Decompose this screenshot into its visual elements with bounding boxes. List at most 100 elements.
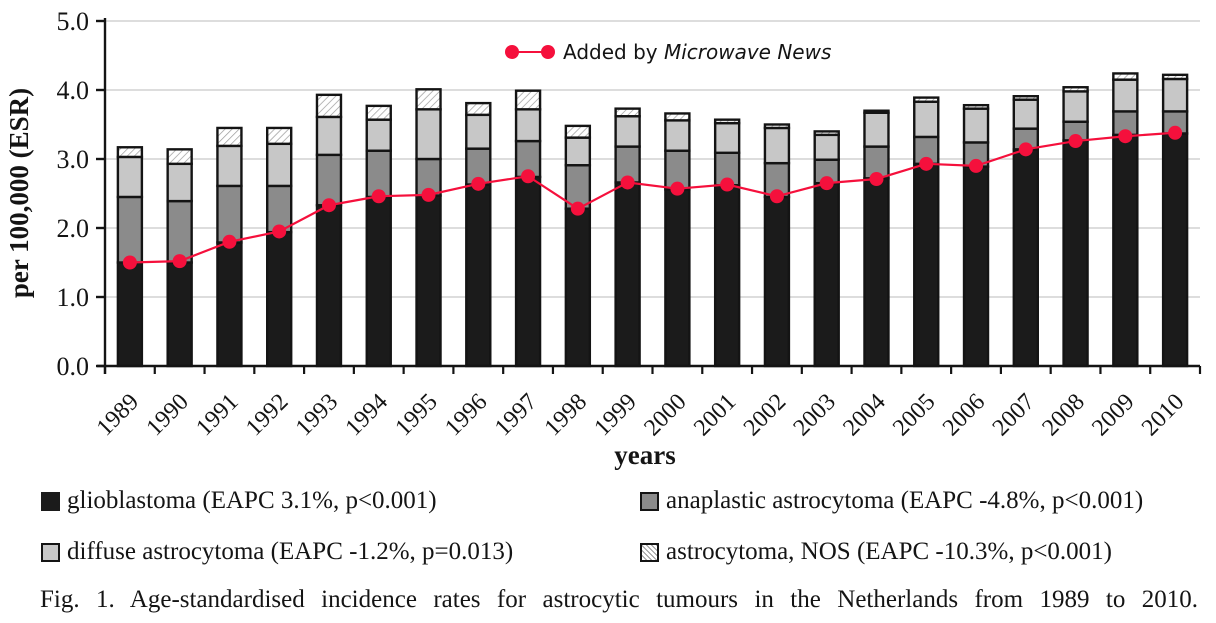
- y-axis-title: per 100,000 (ESR): [4, 88, 34, 298]
- bar-segment-diffuse-astrocytoma: [514, 108, 542, 143]
- anaplastic-swatch-icon: [640, 491, 659, 511]
- bar-segment-glioblastoma: [962, 165, 990, 368]
- incidence-chart: 0.01.02.03.04.05.0 198919901991199219931…: [4, 7, 1202, 470]
- trend-point: [272, 224, 287, 239]
- nos-hatch-swatch-icon: [640, 542, 659, 562]
- bar-segment-astrocytoma-nos: [813, 130, 840, 137]
- bar-segment-astrocytoma-nos: [266, 126, 293, 146]
- x-tick-label: 2007: [988, 389, 1040, 441]
- bar-segment-glioblastoma: [465, 183, 492, 368]
- bar-segment-anaplastic-astrocytoma: [116, 195, 144, 264]
- x-tick-label: 2005: [888, 389, 940, 441]
- bar-segment-diffuse-astrocytoma: [813, 133, 840, 161]
- bar-segment-diffuse-astrocytoma: [1012, 98, 1039, 130]
- bar-segment-glioblastoma: [763, 195, 791, 368]
- x-tick-label: 1993: [291, 389, 343, 441]
- trend-point: [919, 156, 934, 171]
- bar-segment-glioblastoma: [564, 207, 592, 368]
- bar-segment-glioblastoma: [664, 188, 691, 368]
- bar-segment-astrocytoma-nos: [514, 89, 542, 111]
- bar-segment-anaplastic-astrocytoma: [166, 199, 193, 264]
- trend-point: [869, 172, 884, 187]
- x-tick-label: 2009: [1087, 389, 1139, 441]
- trend-point: [819, 176, 834, 191]
- bar-segment-diffuse-astrocytoma: [1112, 78, 1139, 113]
- legend-item-anaplastic-astrocytoma: anaplastic astrocytoma (EAPC -4.8%, p<0.…: [640, 487, 1143, 515]
- x-tick-label: 2004: [838, 389, 890, 441]
- trend-point: [769, 189, 784, 204]
- trend-point: [1168, 125, 1183, 140]
- bar-segment-glioblastoma: [813, 181, 840, 368]
- bar-segment-diffuse-astrocytoma: [713, 121, 741, 154]
- bar-segment-diffuse-astrocytoma: [763, 126, 791, 165]
- trend-point: [222, 234, 237, 249]
- trend-point: [1118, 129, 1133, 144]
- bar-segment-astrocytoma-nos: [863, 109, 890, 114]
- bar-segment-astrocytoma-nos: [664, 112, 691, 122]
- bar-segment-diffuse-astrocytoma: [564, 136, 592, 167]
- bar-segment-astrocytoma-nos: [415, 88, 442, 111]
- x-tick-label: 1998: [540, 389, 592, 441]
- trend-point: [620, 175, 635, 190]
- annotation-dot-icon: [541, 45, 555, 59]
- trend-point: [471, 176, 486, 191]
- x-tick-label: 2000: [639, 389, 691, 441]
- bar-segment-astrocytoma-nos: [1161, 73, 1189, 81]
- x-tick-label: 1989: [92, 389, 144, 441]
- x-tick-label: 2006: [938, 389, 990, 441]
- bar-segment-diffuse-astrocytoma: [116, 155, 144, 199]
- trend-point: [969, 158, 984, 173]
- bar-segment-diffuse-astrocytoma: [962, 107, 990, 144]
- bar-segment-glioblastoma: [913, 162, 940, 368]
- x-tick-label: 2010: [1137, 389, 1189, 441]
- y-tick-label: 5.0: [57, 7, 90, 36]
- bar-segment-astrocytoma-nos: [962, 103, 990, 110]
- bar-segment-anaplastic-astrocytoma: [315, 153, 343, 207]
- x-tick-label: 2003: [789, 389, 841, 441]
- bar-segment-diffuse-astrocytoma: [1161, 77, 1189, 113]
- bar-segment-anaplastic-astrocytoma: [216, 184, 243, 244]
- bar-segment-diffuse-astrocytoma: [913, 100, 940, 139]
- bar-segment-diffuse-astrocytoma: [863, 111, 890, 148]
- bar-segment-astrocytoma-nos: [564, 124, 592, 139]
- bar-segment-glioblastoma: [365, 195, 392, 368]
- bar-segment-astrocytoma-nos: [1012, 95, 1039, 101]
- bar-segment-glioblastoma: [863, 177, 890, 368]
- bar-segment-astrocytoma-nos: [315, 93, 343, 119]
- legend-label: astrocytoma, NOS (EAPC -10.3%, p<0.001): [666, 538, 1112, 565]
- bar-segment-glioblastoma: [1062, 139, 1089, 368]
- x-tick-labels: 1989199019911992199319941995199619971998…: [92, 389, 1190, 441]
- x-tick-label: 1992: [241, 389, 293, 441]
- y-tick-label: 1.0: [57, 283, 90, 312]
- legend-item-diffuse-astrocytoma: diffuse astrocytoma (EAPC -1.2%, p=0.013…: [41, 538, 513, 566]
- y-tick-labels: 0.0 1.0 2.0 3.0 4.0 5.0: [57, 7, 90, 381]
- bar-segment-diffuse-astrocytoma: [465, 113, 492, 150]
- annotation-legend: Added by Microwave News: [505, 40, 831, 64]
- bar-segment-diffuse-astrocytoma: [266, 142, 293, 188]
- bar-segment-diffuse-astrocytoma: [365, 118, 392, 152]
- bar-segment-astrocytoma-nos: [116, 146, 144, 159]
- trend-point: [421, 187, 436, 202]
- x-tick-label: 1997: [490, 389, 542, 441]
- bar-segment-astrocytoma-nos: [713, 118, 741, 125]
- bar-segment-astrocytoma-nos: [465, 101, 492, 117]
- legend-item-astrocytoma-nos: astrocytoma, NOS (EAPC -10.3%, p<0.001): [640, 538, 1112, 566]
- bar-segment-astrocytoma-nos: [166, 148, 193, 166]
- trend-point: [570, 201, 585, 216]
- x-tick-label: 1996: [440, 389, 492, 441]
- trend-line: [122, 125, 1183, 270]
- bar-segment-glioblastoma: [166, 261, 193, 368]
- x-tick-label: 1994: [341, 389, 393, 441]
- bar-segment-glioblastoma: [415, 194, 442, 368]
- x-tick-label: 2008: [1037, 389, 1089, 441]
- trend-polyline: [129, 131, 1176, 264]
- trend-point: [172, 254, 187, 269]
- trend-point: [720, 177, 735, 192]
- bar-segment-diffuse-astrocytoma: [415, 108, 442, 161]
- diffuse-swatch-icon: [41, 542, 60, 562]
- x-axis-title: years: [614, 440, 675, 470]
- legend-label: glioblastoma (EAPC 3.1%, p<0.001): [67, 487, 437, 514]
- bar-segment-glioblastoma: [614, 181, 641, 368]
- bar-segment-glioblastoma: [1161, 132, 1189, 368]
- y-tick-label: 3.0: [57, 145, 90, 174]
